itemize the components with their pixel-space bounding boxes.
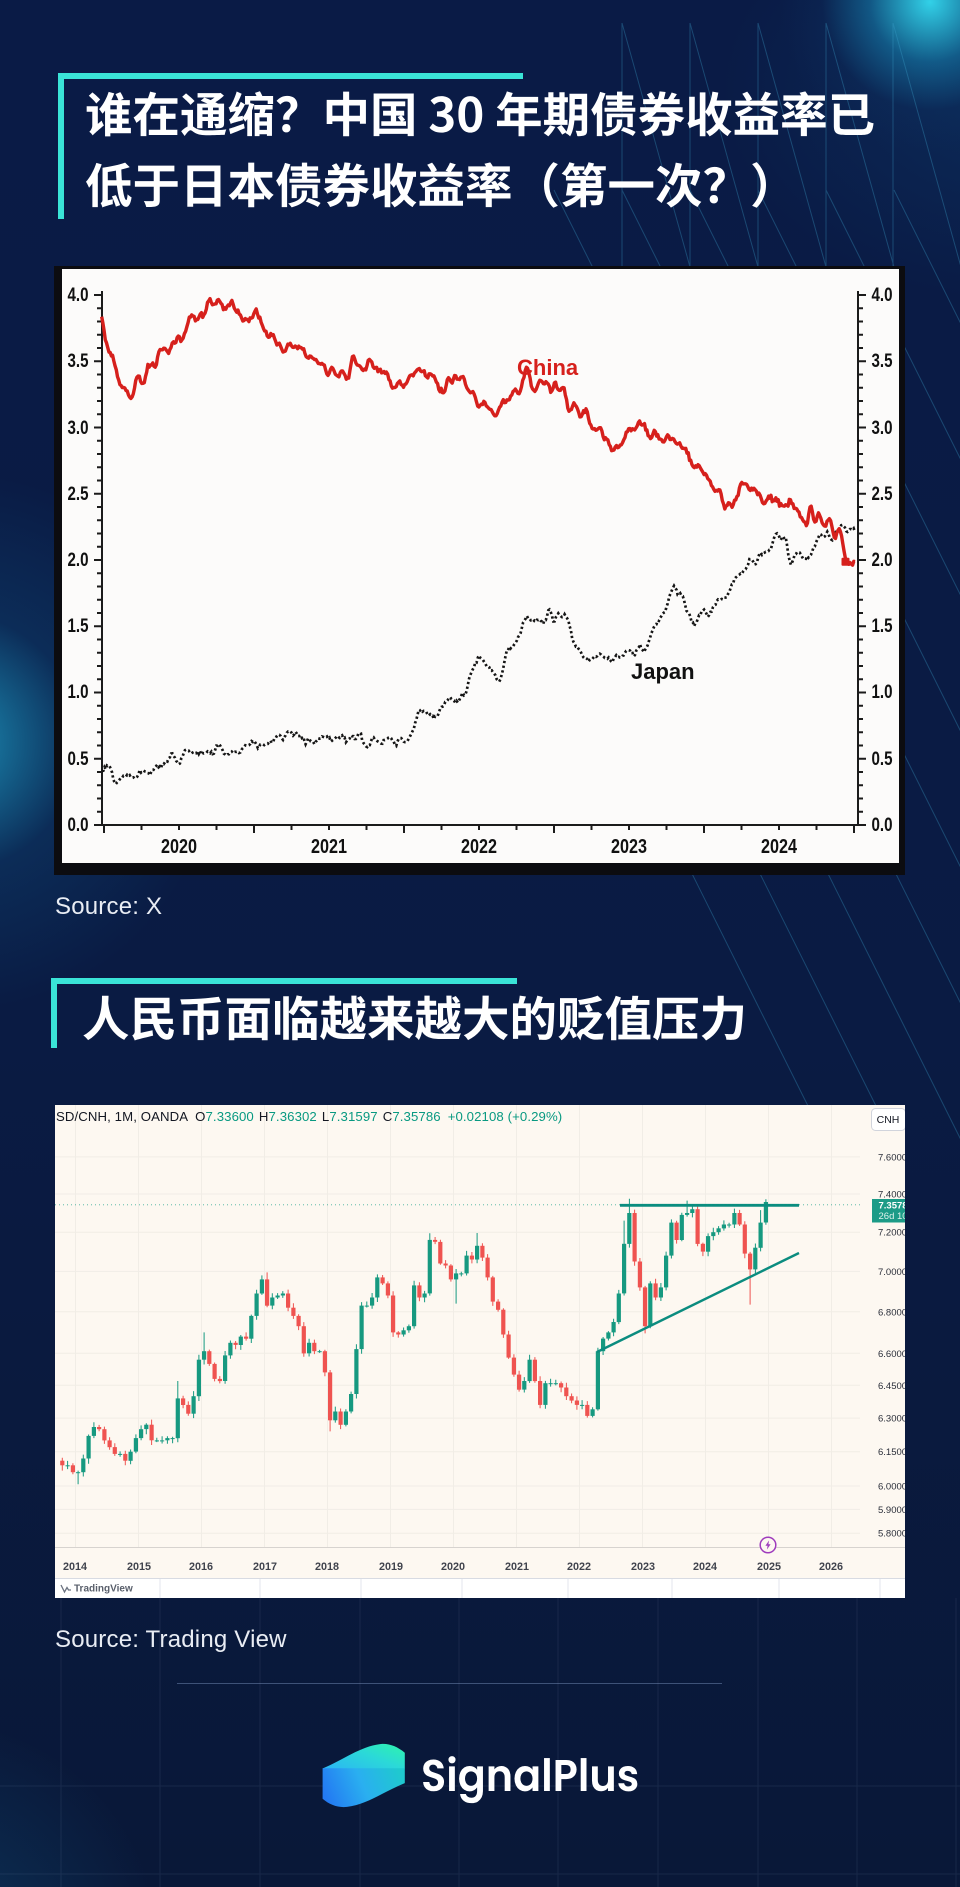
svg-text:China: China xyxy=(517,355,579,380)
svg-text:4.0: 4.0 xyxy=(872,285,893,306)
svg-text:2022: 2022 xyxy=(567,1561,591,1573)
svg-text:2022: 2022 xyxy=(461,836,497,858)
svg-text:TradingView: TradingView xyxy=(74,1584,133,1595)
svg-text:3.5: 3.5 xyxy=(872,351,893,372)
svg-text:2.0: 2.0 xyxy=(872,550,893,571)
svg-text:2024: 2024 xyxy=(693,1561,717,1573)
svg-text:7.4000: 7.4000 xyxy=(878,1190,905,1201)
svg-text:6.4500: 6.4500 xyxy=(878,1381,905,1392)
svg-text:2.5: 2.5 xyxy=(68,484,89,505)
svg-text:2014: 2014 xyxy=(63,1561,87,1573)
svg-text:2021: 2021 xyxy=(311,836,347,858)
svg-text:5.9000: 5.9000 xyxy=(878,1505,905,1516)
svg-text:6.3000: 6.3000 xyxy=(878,1414,905,1425)
svg-text:2016: 2016 xyxy=(189,1561,213,1573)
svg-text:2020: 2020 xyxy=(441,1561,465,1573)
svg-text:7.3578: 7.3578 xyxy=(879,1201,906,1212)
svg-text:6.6000: 6.6000 xyxy=(878,1349,905,1360)
svg-text:0.5: 0.5 xyxy=(872,749,893,770)
svg-text:0.5: 0.5 xyxy=(68,749,89,770)
svg-text:CNH: CNH xyxy=(877,1114,900,1126)
svg-text:2025: 2025 xyxy=(757,1561,781,1573)
svg-text:2026: 2026 xyxy=(819,1561,843,1573)
svg-text:3.0: 3.0 xyxy=(68,418,89,439)
svg-text:2019: 2019 xyxy=(379,1561,403,1573)
svg-text:3.0: 3.0 xyxy=(872,418,893,439)
svg-text:Japan: Japan xyxy=(631,659,695,684)
svg-text:6.1500: 6.1500 xyxy=(878,1447,905,1458)
svg-text:26d 10: 26d 10 xyxy=(879,1211,906,1222)
svg-text:2018: 2018 xyxy=(315,1561,339,1573)
svg-text:7.6000: 7.6000 xyxy=(878,1152,905,1163)
svg-text:2015: 2015 xyxy=(127,1561,151,1573)
svg-text:7.2000: 7.2000 xyxy=(878,1228,905,1239)
svg-text:0.0: 0.0 xyxy=(68,815,89,836)
svg-text:2023: 2023 xyxy=(611,836,647,858)
svg-text:2020: 2020 xyxy=(161,836,197,858)
svg-text:2021: 2021 xyxy=(505,1561,529,1573)
svg-text:2023: 2023 xyxy=(631,1561,655,1573)
svg-text:0.0: 0.0 xyxy=(872,815,893,836)
svg-text:1.0: 1.0 xyxy=(68,682,89,703)
svg-text:2024: 2024 xyxy=(761,836,798,858)
svg-text:4.0: 4.0 xyxy=(68,285,89,306)
svg-text:3.5: 3.5 xyxy=(68,351,89,372)
svg-text:5.8000: 5.8000 xyxy=(878,1529,905,1540)
svg-text:1.5: 1.5 xyxy=(68,616,89,637)
svg-text:2017: 2017 xyxy=(253,1561,277,1573)
svg-text:1.0: 1.0 xyxy=(872,682,893,703)
svg-text:6.0000: 6.0000 xyxy=(878,1482,905,1493)
svg-text:2.5: 2.5 xyxy=(872,484,893,505)
svg-text:2.0: 2.0 xyxy=(68,550,89,571)
svg-text:1.5: 1.5 xyxy=(872,616,893,637)
svg-text:6.8000: 6.8000 xyxy=(878,1307,905,1318)
svg-text:7.0000: 7.0000 xyxy=(878,1267,905,1278)
